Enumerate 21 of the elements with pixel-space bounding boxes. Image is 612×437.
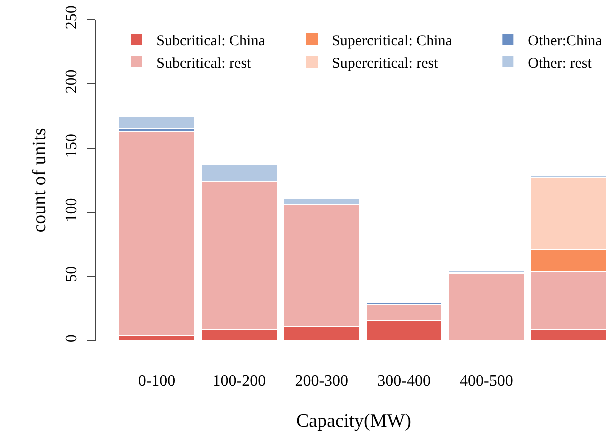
legend-label: Supercritical: China (332, 33, 453, 50)
legend-label: Subcritical: China (156, 33, 266, 50)
legend-label: Subcritical: rest (156, 56, 252, 72)
y-tick-label: 250 (64, 6, 81, 30)
bar (118, 116, 196, 130)
x-tick-label: 300-400 (378, 373, 431, 390)
y-tick-label: 150 (64, 134, 81, 158)
x-tick-label: 400-500 (460, 373, 514, 390)
bar (448, 274, 526, 341)
y-axis-title: count of units (29, 128, 50, 233)
y-tick-label: 100 (64, 198, 81, 222)
legend-label: Other: rest (528, 56, 593, 72)
y-tick-label: 200 (64, 70, 81, 94)
y-tick-label: 50 (64, 266, 81, 282)
legend-label: Supercritical: rest (332, 56, 440, 72)
x-tick-label: 200-300 (295, 373, 349, 390)
y-tick-label: 0 (64, 334, 81, 343)
legend-label: Other:China (528, 33, 603, 50)
x-tick-label: 100-200 (212, 373, 266, 390)
x-axis-title: Capacity(MW) (296, 410, 412, 432)
x-tick-label: 0-100 (138, 373, 176, 390)
